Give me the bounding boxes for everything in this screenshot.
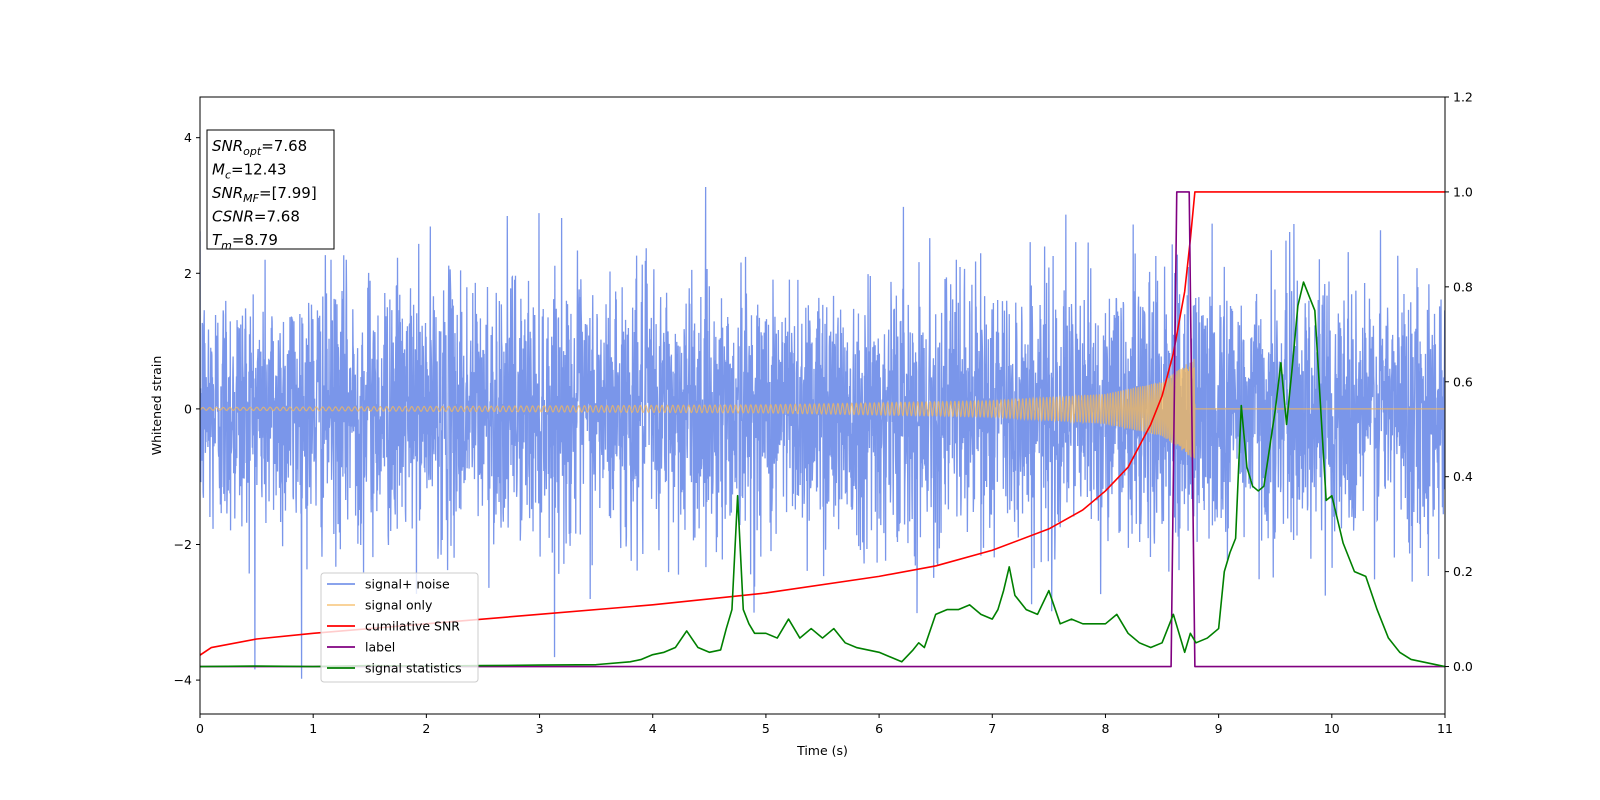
series-label-line <box>200 191 1445 668</box>
legend-label: label <box>365 640 395 655</box>
info-box-frame <box>206 129 335 250</box>
info-line: Tm=8.79 <box>212 231 278 252</box>
series-signal-only-line <box>200 358 1445 459</box>
y-tick-label: 2 <box>184 266 192 281</box>
legend-label: signal only <box>365 598 433 613</box>
x-tick-label: 4 <box>649 721 657 736</box>
x-tick-label: 8 <box>1101 721 1109 736</box>
y-axis-left: −4 −2 0 2 4 <box>174 130 200 688</box>
x-tick-label: 6 <box>875 721 883 736</box>
x-tick-label: 1 <box>309 721 317 736</box>
x-tick-label: 11 <box>1437 721 1453 736</box>
y2-tick-label: 1.2 <box>1453 90 1473 105</box>
y-axis-label: Whitened strain <box>149 356 164 455</box>
y-tick-label: 4 <box>184 130 192 145</box>
info-line: SNRMF=[7.99] <box>212 184 317 205</box>
y2-tick-label: 0.4 <box>1453 469 1473 484</box>
legend-label: signal statistics <box>365 661 462 676</box>
y2-tick-label: 1.0 <box>1453 184 1473 199</box>
info-line: CSNR=7.68 <box>212 208 300 226</box>
legend-label: cumilative SNR <box>365 619 460 634</box>
axes-frame <box>199 96 1446 715</box>
y2-tick-label: 0.8 <box>1453 279 1473 294</box>
x-tick-label: 9 <box>1215 721 1223 736</box>
legend-frame <box>320 572 479 683</box>
y-tick-label: 0 <box>184 401 192 416</box>
y-tick-label: −4 <box>174 673 192 688</box>
x-axis-label: Time (s) <box>796 743 848 758</box>
legend-label: signal+ noise <box>365 577 450 592</box>
y2-tick-label: 0.0 <box>1453 659 1473 674</box>
y2-tick-label: 0.6 <box>1453 374 1473 389</box>
info-line: SNRopt=7.68 <box>212 137 307 158</box>
y2-tick-label: 0.2 <box>1453 564 1473 579</box>
x-tick-label: 7 <box>988 721 996 736</box>
info-line: Mc=12.43 <box>212 161 287 182</box>
x-tick-label: 2 <box>422 721 430 736</box>
x-tick-label: 10 <box>1324 721 1340 736</box>
x-tick-label: 5 <box>762 721 770 736</box>
y-axis-right: 0.0 0.2 0.4 0.6 0.8 1.0 1.2 <box>1445 90 1473 674</box>
x-tick-label: 0 <box>196 721 204 736</box>
x-axis: 0 1 2 3 4 5 6 7 8 9 10 11 <box>196 714 1453 736</box>
series-signal-statistics-line <box>200 281 1445 668</box>
x-tick-label: 3 <box>536 721 544 736</box>
y-tick-label: −2 <box>174 537 192 552</box>
legend: signal+ noise signal only cumilative SNR la… <box>320 572 479 683</box>
